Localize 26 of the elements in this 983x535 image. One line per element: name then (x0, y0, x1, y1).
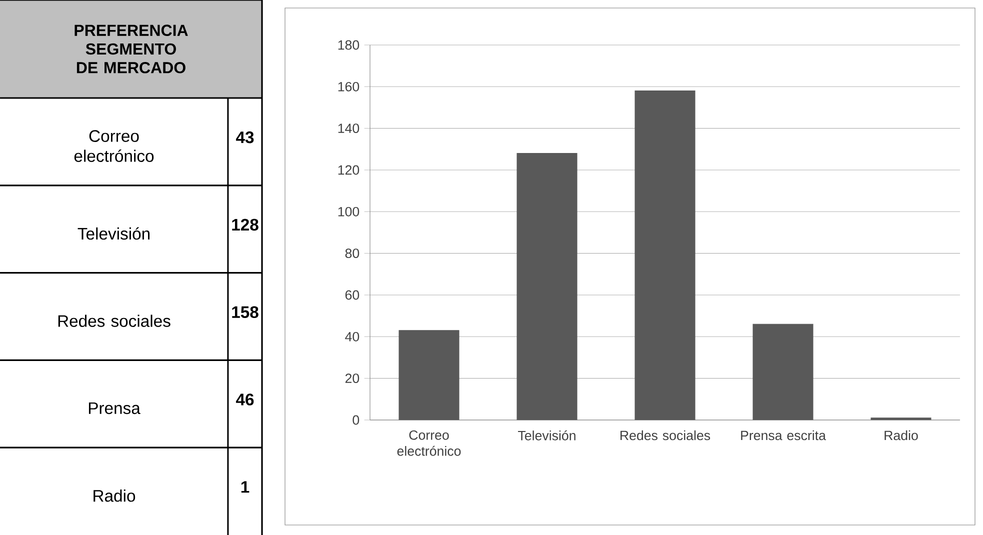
y-tick-label: 160 (338, 82, 360, 92)
x-tick-label: Correo electrónico (397, 430, 461, 456)
text: 158 (232, 306, 258, 318)
y-tick-label: 0 (352, 415, 360, 425)
category-label: Correo electrónico (74, 130, 154, 162)
text: 1 (241, 481, 250, 493)
y-tick-label: 120 (338, 165, 360, 175)
y-tick-label: 60 (345, 290, 360, 300)
x-tick-label: Redes sociales (620, 430, 710, 440)
x-tick-label: Prensa escrita (741, 430, 826, 440)
y-tick-label: 40 (345, 332, 360, 342)
category-label: Prensa (88, 402, 140, 414)
x-tick-label: Televisión (518, 430, 576, 440)
x-tick-label: Radio (884, 430, 918, 440)
text: 128 (232, 218, 258, 231)
category-label: Televisión (78, 227, 150, 240)
text: 46 (236, 394, 254, 406)
text: PREFERENCIA SEGMENTO DE MERCADO (74, 24, 188, 74)
y-tick-label: 80 (345, 248, 360, 258)
y-tick-label: 100 (338, 206, 360, 216)
y-tick-label: 140 (338, 124, 360, 134)
category-label: Redes sociales (58, 314, 170, 327)
text: 43 (236, 131, 254, 144)
category-label: Radio (94, 490, 136, 502)
y-tick-label: 20 (345, 374, 360, 384)
y-tick-label: 180 (338, 40, 360, 50)
